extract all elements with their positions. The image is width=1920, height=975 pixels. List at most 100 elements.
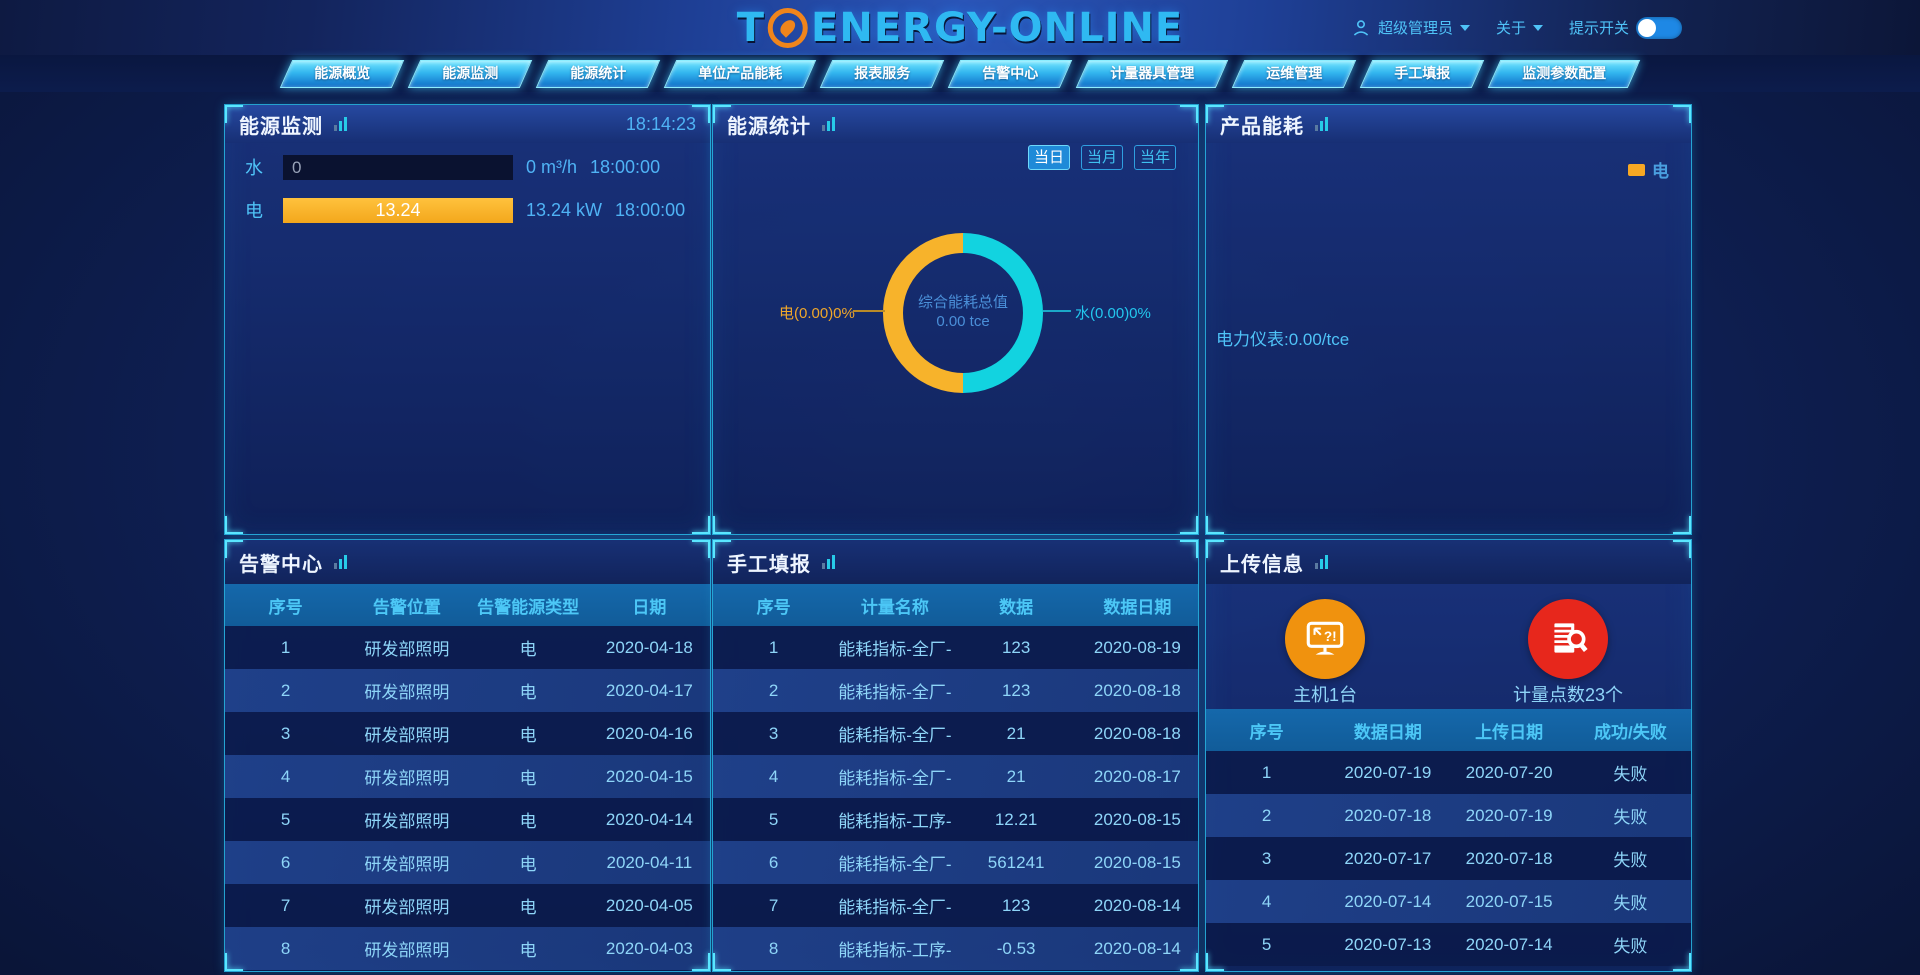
logo-prefix: T: [736, 4, 766, 51]
nav-tab-label: 告警中心: [982, 64, 1039, 81]
table-cell: 2020-07-14: [1344, 891, 1432, 911]
legend-swatch: [1628, 163, 1645, 176]
gauge-electric: 电 13.24 13.24 kW 18:00:00: [245, 197, 685, 223]
table-row: 8 能耗指标-工序- -0.53 2020-08-14: [713, 927, 1198, 970]
table-cell: 4: [280, 766, 291, 786]
equalizer-icon: [822, 555, 835, 569]
table-row: 6 能耗指标-全厂- 561241 2020-08-15: [713, 841, 1198, 884]
nav-tab-8[interactable]: 运维管理: [1231, 59, 1357, 88]
nav-tab-4[interactable]: 单位产品能耗: [663, 59, 817, 88]
nav-tab-6[interactable]: 告警中心: [947, 59, 1073, 88]
nav-tab-3[interactable]: 能源统计: [535, 59, 661, 88]
app-logo: T ENERGY-ONLINE: [737, 5, 1184, 51]
donut-center-line1: 综合能耗总值: [917, 294, 1008, 311]
panel-alarm-center: 告警中心 序号 告警位置 告警能源类型 日期 1 研发部照明电 2020-04-18 2 研发部…: [224, 539, 711, 972]
tip-toggle[interactable]: [1636, 16, 1682, 39]
table-cell: 研发部照明: [364, 855, 450, 874]
panel-title: 能源统计: [727, 115, 811, 138]
table-cell: 2020-07-15: [1465, 891, 1553, 911]
nav-tab-label: 计量器具管理: [1110, 64, 1195, 81]
nav-tab-9[interactable]: 手工填报: [1359, 59, 1485, 88]
column-header: 日期: [588, 584, 710, 626]
table-cell: 2020-04-17: [605, 680, 693, 700]
panel-header: 手工填报: [713, 540, 1198, 584]
table-cell: 561241: [987, 852, 1045, 872]
table-cell: 1: [768, 637, 779, 657]
alarm-table: 序号 告警位置 告警能源类型 日期 1 研发部照明电 2020-04-18 2 研发部照明电 20…: [225, 584, 710, 971]
table-cell: 2020-04-15: [605, 766, 693, 786]
period-tab-1[interactable]: 当日: [1028, 145, 1070, 170]
panel-header: 能源监测 18:14:23: [225, 105, 710, 143]
nav-tab-10[interactable]: 监测参数配置: [1487, 59, 1641, 88]
table-cell: 2020-07-13: [1344, 934, 1432, 954]
nav-tab-5[interactable]: 报表服务: [819, 59, 945, 88]
user-menu[interactable]: 超级管理员: [1351, 17, 1470, 38]
table-cell: 2020-04-18: [605, 637, 693, 657]
table-row: 3 2020-07-17 2020-07-18 失败: [1206, 837, 1691, 880]
nav-tab-7[interactable]: 计量器具管理: [1075, 59, 1229, 88]
table-cell: 2020-08-14: [1093, 938, 1181, 958]
table-cell: 研发部照明: [364, 726, 450, 745]
period-tab-3[interactable]: 当年: [1134, 145, 1176, 170]
table-header-row: 序号 告警位置 告警能源类型 日期: [225, 584, 710, 626]
table-cell: 7: [768, 895, 779, 915]
chevron-down-icon: [1532, 24, 1543, 31]
table-cell: 2020-04-03: [605, 938, 693, 958]
period-tab-2[interactable]: 当月: [1081, 145, 1123, 170]
panel-energy-monitor: 能源监测 18:14:23 水 0 0 m³/h 18:00:00 电 13.2…: [224, 104, 711, 535]
electric-meter-text: 电力仪表:0.00/tce: [1216, 330, 1350, 349]
table-cell: 4: [1261, 891, 1272, 911]
table-cell: 能耗指标-全厂-: [838, 898, 952, 917]
nav-tab-label: 能源概览: [314, 64, 371, 81]
energy-donut-chart: [883, 233, 1043, 393]
table-cell: 2020-07-17: [1344, 848, 1432, 868]
table-row: 2 研发部照明 电 2020-04-17: [225, 669, 710, 712]
table-row: 5 研发部照明 电 2020-04-14: [225, 798, 710, 841]
nav-tab-1[interactable]: 能源概览: [279, 59, 405, 88]
table-row: 5 2020-07-13 2020-07-14 失败: [1206, 923, 1691, 966]
table-cell: 能耗指标-全厂-: [838, 683, 952, 702]
table-row: 8 研发部照明电 2020-04-03: [225, 927, 710, 970]
panel-product-energy: 产品能耗 电 电力仪表:0.00/tce: [1205, 104, 1692, 535]
svg-text:?!: ?!: [1324, 629, 1337, 644]
table-cell: 3: [280, 723, 291, 743]
nav-tab-2[interactable]: 能源监测: [407, 59, 533, 88]
table-cell: 9: [225, 970, 346, 971]
manual-entry-table: 序号 计量名称 数据 数据日期 1 能耗指标-全厂- 123 2020-08-19 2 能耗指标-…: [713, 584, 1198, 971]
column-header: 上传日期: [1448, 709, 1570, 751]
table-cell: 2020-07-14: [1465, 934, 1553, 954]
donut-callout-line: [1043, 310, 1071, 312]
table-cell: 2020-07-19: [1344, 762, 1432, 782]
table-cell: 研发部照明: [364, 941, 450, 960]
table-row: 7 研发部照明 电 2020-04-05: [225, 884, 710, 927]
nav-tab-label: 能源统计: [570, 64, 627, 81]
legend-electric[interactable]: 电: [1628, 157, 1669, 182]
table-cell: 电: [519, 941, 537, 960]
panel-clock: 18:14:23: [625, 113, 696, 134]
table-cell: 6: [280, 852, 291, 872]
gauge-reading: 0 m³/h: [526, 156, 578, 177]
table-cell: 2: [280, 680, 291, 700]
column-header: 告警能源类型: [467, 584, 589, 626]
table-cell: 失败: [1613, 765, 1648, 784]
flame-at-icon: [768, 7, 809, 48]
table-cell: -0.53: [996, 938, 1036, 958]
panel-title: 上传信息: [1220, 553, 1304, 576]
panel-header: 告警中心: [225, 540, 710, 584]
flame-shape: [777, 16, 799, 38]
table-cell: 21: [1006, 723, 1026, 743]
table-cell: 123: [1001, 895, 1031, 915]
gauge-label: 电: [245, 201, 263, 221]
table-cell: 电: [519, 769, 537, 788]
panel-title: 手工填报: [727, 553, 811, 576]
chevron-down-icon: [1459, 24, 1470, 31]
table-cell: 2020-08-19: [1093, 637, 1181, 657]
column-header: 告警位置: [346, 584, 468, 626]
toggle-knob: [1638, 18, 1656, 37]
nav-tab-label: 运维管理: [1266, 64, 1323, 81]
donut-center-label: 综合能耗总值 0.00 tce: [888, 293, 1038, 331]
table-cell: 2020-04-05: [605, 895, 693, 915]
about-menu[interactable]: 关于: [1496, 17, 1543, 38]
gauge-time: 18:00:00: [615, 199, 686, 220]
equalizer-icon: [1315, 555, 1328, 569]
